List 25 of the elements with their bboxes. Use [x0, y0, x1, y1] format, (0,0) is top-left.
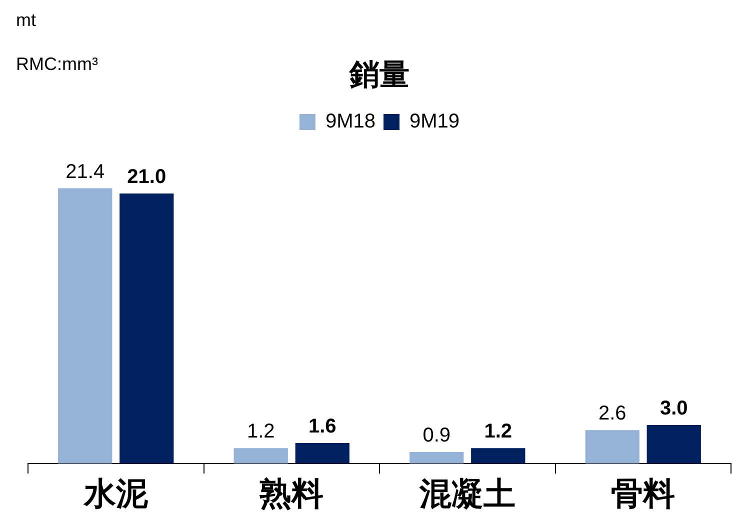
legend-label: 9M18	[325, 110, 376, 133]
data-label: 0.9	[422, 424, 451, 447]
x-tick-label: 熟料	[258, 476, 324, 512]
text: mt	[16, 10, 36, 31]
bar	[234, 448, 288, 464]
bar	[471, 448, 526, 464]
bar	[646, 425, 701, 464]
data-label: 1.2	[484, 420, 512, 443]
chart-title: 銷量	[348, 58, 410, 92]
data-label: 21.0	[127, 166, 166, 188]
bar	[585, 430, 640, 464]
x-tick-label: 骨料	[611, 476, 676, 512]
data-label: 1.2	[246, 420, 275, 443]
x-tick-label: 混凝土	[418, 476, 516, 512]
data-label: 21.4	[66, 160, 105, 183]
text: RMC:mm³	[16, 54, 98, 75]
data-label: 3.0	[660, 398, 688, 420]
legend-label: 9M19	[410, 110, 460, 133]
bar	[295, 443, 350, 464]
data-label: 2.6	[598, 402, 626, 425]
data-label: 1.6	[308, 416, 336, 438]
bar	[410, 452, 464, 464]
bar	[58, 188, 112, 464]
bar	[120, 193, 174, 464]
x-tick-label: 水泥	[82, 476, 149, 512]
